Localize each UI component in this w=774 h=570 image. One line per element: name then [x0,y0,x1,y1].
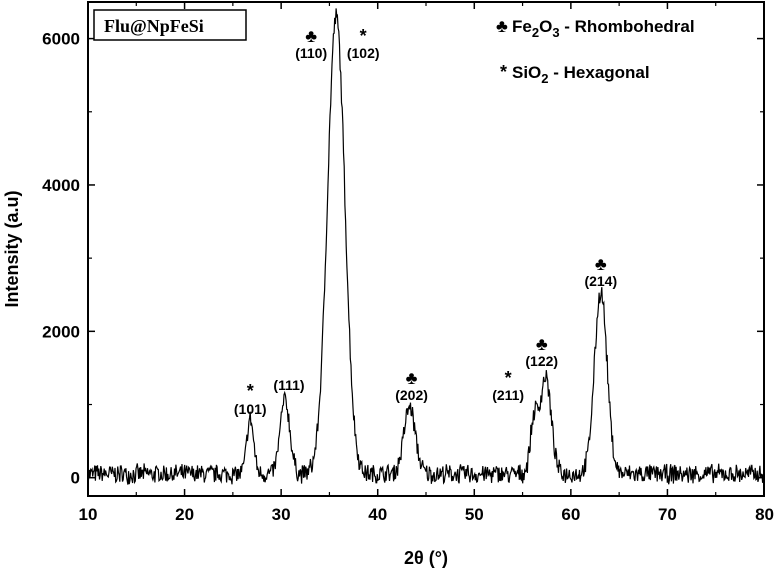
phase-symbol: * [505,368,512,388]
phase-symbol: ♣ [305,26,317,46]
x-tick-label: 80 [755,505,774,524]
plot-frame [88,2,764,496]
peak-label-214: (214) [584,273,617,289]
x-tick-label: 40 [368,505,387,524]
phase-symbol: ♣ [406,368,418,388]
x-tick-label: 50 [465,505,484,524]
y-axis-title: Intensity (a.u) [2,190,22,307]
legend: ♣ Fe2O3 - Rhombohedral * SiO2 - Hexagona… [496,16,695,86]
x-axis-title: 2θ (°) [404,548,448,568]
y-tick-label: 2000 [42,322,80,341]
y-tick-label: 4000 [42,176,80,195]
peak-label-111: (111) [273,377,304,393]
y-tick-label: 6000 [42,30,80,49]
phase-symbol: * [247,381,254,401]
x-tick-label: 30 [272,505,291,524]
peak-label-202: (202) [395,387,428,403]
x-tick-label: 20 [175,505,194,524]
phase-symbol: ♣ [536,334,548,354]
peak-label-211: (211) [492,387,524,403]
peak-label-110: (110) [295,45,327,61]
tick-labels-layer: 10 20 30 40 50 60 70 80 0 2000 4000 6000 [42,30,774,524]
y-tick-label: 0 [71,469,80,488]
phase-symbol: * [360,26,367,46]
x-tick-label: 60 [561,505,580,524]
chart-title: Flu@NpFeSi [104,16,204,36]
ticks-layer [88,2,764,496]
x-tick-label: 70 [658,505,677,524]
legend-label-fe2o3: Fe2O3 - Rhombohedral [512,17,695,40]
peak-label-101: (101) [234,401,267,417]
xrd-pattern-line [88,8,764,484]
legend-symbol-sio2: * [500,62,507,82]
legend-symbol-fe2o3: ♣ [496,16,508,36]
peak-label-102: (102) [347,45,380,61]
series-layer [88,8,764,484]
annotations-layer: (101)* (111)(110)♣(102)*(202)♣(211)*(122)… [234,26,617,417]
x-tick-label: 10 [79,505,98,524]
legend-label-sio2: SiO2 - Hexagonal [512,63,650,86]
peak-label-122: (122) [525,353,558,369]
phase-symbol: ♣ [595,254,607,274]
